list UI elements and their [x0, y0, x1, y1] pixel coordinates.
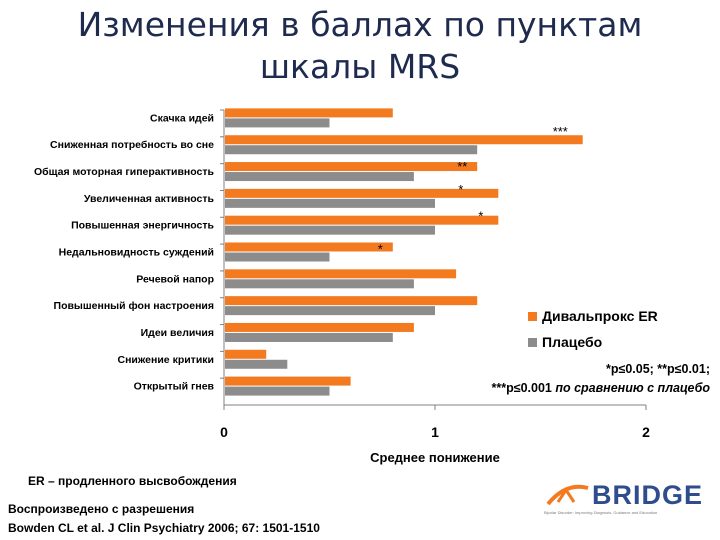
category-label: Идеи величия — [141, 327, 214, 339]
legend-swatch-divalproex — [528, 312, 537, 321]
bar-placebo — [225, 118, 330, 128]
legend-item-divalproex: Дивальпрокс ER — [528, 308, 658, 324]
bar-placebo — [225, 359, 288, 369]
category-label: Повышенный фон настроения — [54, 300, 214, 312]
bar-divalproex — [225, 349, 267, 359]
title-line-2: шкалы MRS — [259, 47, 461, 86]
x-axis-label: Среднее понижение — [370, 450, 500, 465]
page-title: Изменения в баллах по пунктам шкалы MRS — [0, 4, 720, 88]
x-tick-label: 2 — [642, 424, 650, 440]
category-label: Открытый гнев — [134, 381, 215, 393]
bar-divalproex — [225, 162, 478, 172]
bar-placebo — [225, 225, 435, 235]
bar-divalproex — [225, 296, 478, 306]
bar-placebo — [225, 386, 330, 396]
bar-divalproex — [225, 322, 414, 332]
significance-note-line-2: ***p≤0.001 по сравнению с плацебо — [491, 379, 710, 398]
bar-placebo — [225, 306, 435, 316]
significance-marker: * — [478, 209, 483, 224]
category-label: Скачка идей — [150, 112, 214, 124]
category-label: Увеличенная активность — [84, 193, 215, 205]
bar-divalproex — [225, 242, 393, 252]
bar-placebo — [225, 279, 414, 289]
category-label: Повышенная энергичность — [71, 220, 214, 232]
legend-swatch-placebo — [528, 338, 537, 347]
significance-marker: * — [458, 182, 463, 197]
category-label: Недальновидность суждений — [59, 247, 214, 259]
legend-label-divalproex: Дивальпрокс ER — [542, 308, 658, 324]
bar-placebo — [225, 332, 393, 342]
category-label: Сниженная потребность во сне — [50, 139, 214, 151]
significance-marker: * — [378, 242, 383, 257]
significance-marker: ** — [457, 159, 467, 174]
significance-note-line-1: *p≤0.05; **p≤0.01; — [605, 362, 710, 376]
x-tick-label: 1 — [431, 424, 439, 440]
category-label: Общая моторная гиперактивность — [34, 166, 215, 178]
bar-divalproex — [225, 376, 351, 386]
bar-divalproex — [225, 108, 393, 118]
bar-placebo — [225, 172, 414, 182]
footnote-abbreviation: ER – продленного высвобождения — [28, 474, 237, 488]
bar-divalproex — [225, 215, 499, 225]
x-tick-label: 0 — [220, 424, 228, 440]
significance-note-comparison: по сравнению с плацебо — [555, 381, 710, 395]
bar-divalproex — [225, 188, 499, 198]
bridge-logo-text: BRIDGE — [592, 480, 704, 510]
bridge-logo-icon — [546, 484, 589, 506]
category-label: Речевой напор — [136, 273, 214, 285]
footnote-permission: Воспроизведено с разрешения — [8, 502, 195, 516]
title-line-1: Изменения в баллах по пунктам — [77, 5, 643, 44]
bridge-logo-subtitle: Bipolar Disorder: Improving Diagnosis, G… — [544, 510, 658, 515]
bar-placebo — [225, 198, 435, 208]
footnote-citation: Bowden CL et al. J Clin Psychiatry 2006;… — [8, 521, 320, 535]
legend-label-placebo: Плацебо — [542, 334, 603, 350]
category-label: Снижение критики — [117, 354, 214, 366]
bar-placebo — [225, 252, 330, 262]
bar-placebo — [225, 145, 478, 155]
bar-divalproex — [225, 135, 583, 145]
legend-item-placebo: Плацебо — [528, 334, 602, 350]
significance-note: *p≤0.05; **p≤0.01; ***p≤0.001 по сравнен… — [491, 360, 710, 398]
significance-note-p: ***p≤0.001 — [491, 381, 556, 395]
bridge-logo: BRIDGE Bipolar Disorder: Improving Diagn… — [544, 474, 714, 530]
bar-divalproex — [225, 269, 457, 279]
significance-marker: *** — [553, 124, 568, 139]
